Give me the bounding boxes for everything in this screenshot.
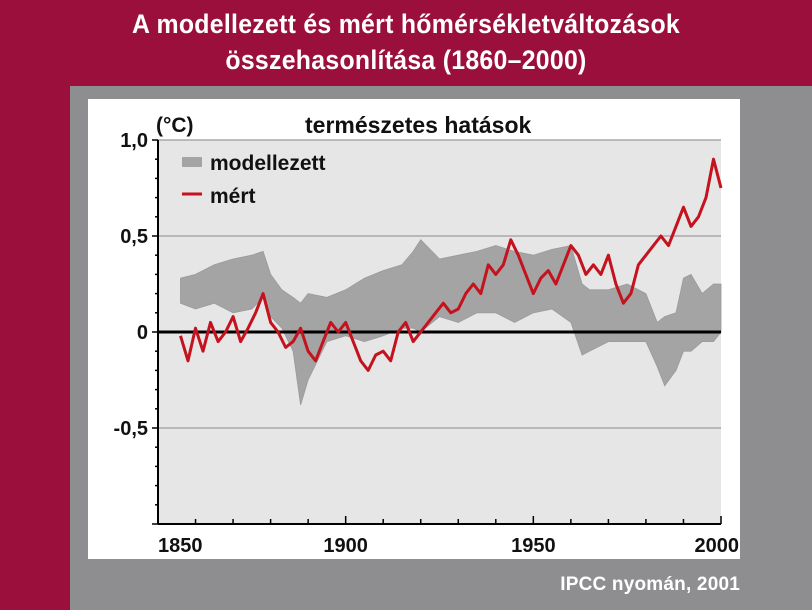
series-line-mert — [179, 157, 723, 372]
page-title-line-2: összehasonlítása (1860–2000) — [225, 45, 587, 75]
page-title-line-1: A modellezett és mért hőmérsékletváltozá… — [132, 9, 680, 39]
chart-title: természetes hatások — [305, 112, 531, 138]
legend-label-modellezett: modellezett — [210, 152, 326, 175]
x-tick-label-1: 1900 — [323, 535, 368, 557]
legend-label-mert: mért — [210, 185, 256, 208]
y-tick-label-1: 0,5 — [120, 226, 148, 248]
x-tick-label-2: 1950 — [511, 535, 556, 557]
source-credit: IPCC nyomán, 2001 — [560, 574, 740, 595]
x-tick-label-0: 1850 — [158, 535, 203, 557]
y-tick-label-0: 1,0 — [120, 130, 148, 152]
y-tick-label-3: -0,5 — [114, 418, 148, 440]
gridlines — [158, 139, 721, 429]
y-tick-label-2: 0 — [137, 322, 148, 344]
legend-swatch-modellezett — [182, 157, 202, 167]
page-title: A modellezett és mért hőmérsékletváltozá… — [32, 6, 779, 78]
y-axis-unit: (°C) — [156, 114, 194, 137]
legend: modellezett mért — [182, 152, 326, 208]
x-tick-label-3: 2000 — [695, 535, 740, 557]
axis-ticks — [152, 139, 722, 525]
axis-tick-labels: 1,0 0,5 0 -0,5 1850 1900 1950 2000 — [114, 130, 739, 557]
